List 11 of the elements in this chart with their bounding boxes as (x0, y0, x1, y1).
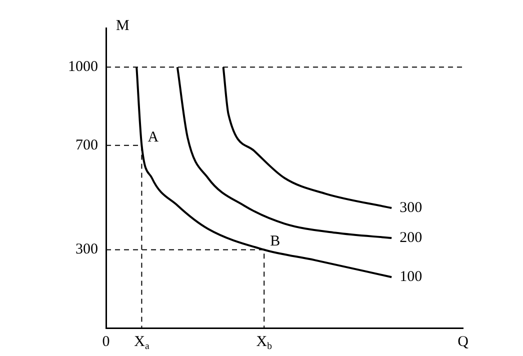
y-tick-label: 300 (76, 242, 98, 258)
x-axis-title: Q (458, 334, 469, 350)
y-tick-label: 1000 (68, 59, 98, 76)
y-axis-title: M (116, 18, 130, 34)
series-label: 200 (400, 230, 422, 246)
annotation: B (270, 234, 280, 250)
series-label: 300 (400, 200, 422, 216)
y-tick-label: 700 (76, 137, 98, 154)
annotation: A (148, 129, 159, 146)
x-tick-label: 0 (102, 334, 110, 350)
series-label: 100 (400, 269, 422, 286)
